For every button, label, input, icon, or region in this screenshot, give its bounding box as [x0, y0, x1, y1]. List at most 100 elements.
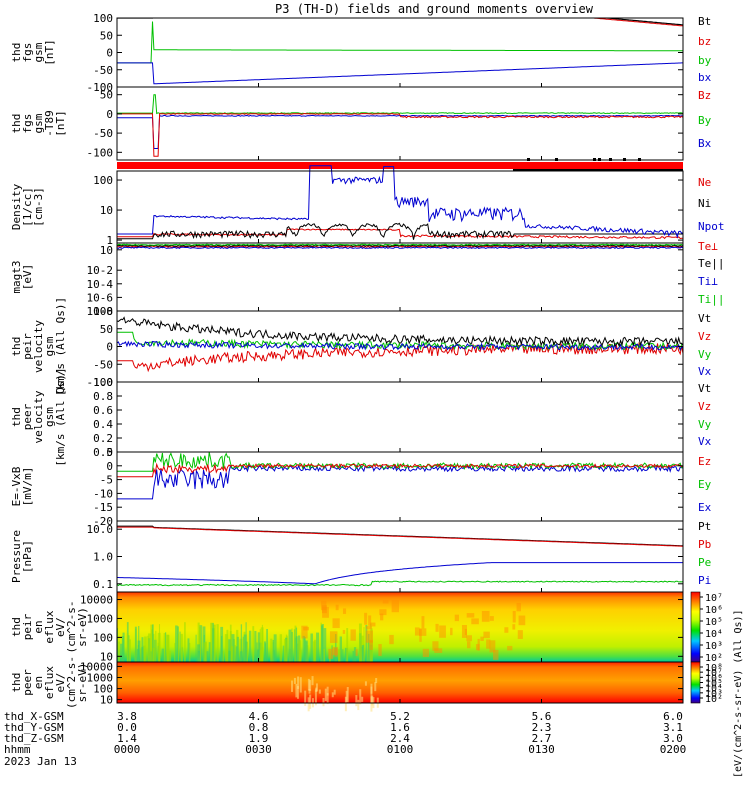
- ytick-label: -5: [100, 474, 113, 487]
- ylabel-line: sr-eV): [76, 663, 89, 703]
- legend-e_field-2: Ex: [698, 501, 712, 514]
- legend-peir_velocity-0: Vt: [698, 312, 711, 325]
- ytick-label: 1.0: [93, 551, 113, 564]
- ytick-label: 100: [93, 631, 113, 644]
- ylabel-line: [nT]: [43, 39, 56, 66]
- ytick-label: 100: [93, 174, 113, 187]
- panel-frames: -100-50050100-100-500501101001010-210-41…: [80, 12, 684, 707]
- ytick-label: 0.2: [93, 432, 113, 445]
- legend-fgs_gsm-1: bz: [698, 35, 711, 48]
- ytick-label: -50: [93, 64, 113, 77]
- ylabel-line: [nT]: [54, 110, 67, 137]
- panel-frame-fgs_gsm_t89: [116, 86, 684, 161]
- ylabel-line: [1/cc]: [21, 187, 34, 227]
- series-ne: [117, 228, 683, 240]
- ytick-label: 1: [106, 234, 113, 247]
- xaxis-tick-hhmm: 0030: [245, 743, 272, 756]
- legend-density-2: Npot: [698, 220, 725, 233]
- colorbar-tick-peer: 10⁶: [705, 673, 723, 684]
- ylabel-line: Pressure: [10, 530, 23, 583]
- series-npot: [117, 165, 683, 239]
- ytick-label: 100: [93, 683, 113, 696]
- ytick-label: 0: [106, 108, 113, 121]
- ylabel-line: thd: [10, 43, 23, 63]
- xaxis-tick-x: 4.6: [249, 710, 269, 723]
- legend-e_field-1: Ey: [698, 478, 712, 491]
- legend-peir_velocity-3: Vx: [698, 365, 712, 378]
- xaxis-tick-y: 2.3: [532, 721, 552, 734]
- colorbar-tick-peer: 10⁷: [705, 668, 723, 679]
- legend-density-0: Ne: [698, 176, 711, 189]
- ytick-label: 50: [100, 89, 113, 102]
- ytick-label: 50: [100, 323, 113, 336]
- xaxis-tick-hhmm: 0100: [387, 743, 414, 756]
- ylabel-line: gsm: [32, 113, 45, 133]
- series-ey: [117, 451, 683, 472]
- series-ni: [117, 222, 683, 240]
- panel-frame-pressure: [116, 520, 684, 593]
- colorbar-tick-peer: 10⁴: [705, 684, 723, 695]
- colorbar-tick-peer: 10⁵: [705, 679, 723, 690]
- legend-peer_velocity-0: Vt: [698, 382, 711, 395]
- y-labels: thdfgsgsm[nT]thdfgsgsm-T89[nT]Density[1/…: [10, 39, 89, 709]
- ylabel-line: gsm: [32, 42, 45, 62]
- spectrogram-texture: [117, 600, 526, 712]
- ytick-label: 100: [93, 12, 113, 25]
- ylabel-line: [km/s (All Qs)]: [54, 297, 67, 396]
- legend-pressure-2: Pe: [698, 556, 711, 569]
- ylabel-line: [cm-3]: [32, 187, 45, 227]
- series-vt: [117, 316, 683, 347]
- ytick-label: -50: [93, 127, 113, 140]
- ytick-label: 10000: [80, 660, 113, 673]
- legend-fgs_gsm-0: Bt: [698, 15, 711, 28]
- ylabel-line: Density: [10, 183, 23, 230]
- series-pb: [117, 526, 683, 547]
- xaxis-tick-y: 1.6: [390, 721, 410, 734]
- ylabel-line: thd: [10, 407, 23, 427]
- colorbar-label: [eV/(cm^2-s-sr-eV) (All Qs)]: [733, 609, 744, 778]
- ylabel-line: peir: [21, 613, 34, 640]
- colorbar-tick-peer: 10²: [705, 694, 723, 705]
- xaxis-tick-y: 0.0: [117, 721, 137, 734]
- series-pe: [117, 580, 683, 587]
- ytick-label: 0.8: [93, 390, 113, 403]
- xaxis-tick-z: 1.4: [117, 732, 137, 745]
- ytick-label: 10: [100, 650, 113, 663]
- legend-pressure-1: Pb: [698, 538, 711, 551]
- ytick-label: 10000: [80, 594, 113, 607]
- series-vz: [117, 341, 683, 373]
- figure-title: P3 (TH-D) fields and ground moments over…: [275, 2, 594, 16]
- ytick-label: 10: [100, 244, 113, 257]
- ytick-label: 10.0: [87, 523, 114, 536]
- legend-fgs_gsm_t89-1: By: [698, 114, 712, 127]
- ylabel-line: peer: [21, 669, 34, 696]
- ytick-label: 10-8: [87, 305, 114, 318]
- ytick-label: 5: [106, 446, 113, 459]
- ylabel-line: -T89: [43, 110, 56, 137]
- colorbar-tick-peer: 10³: [705, 689, 723, 700]
- legend-density-1: Ni: [698, 197, 711, 210]
- series-Bx-res: [117, 114, 683, 149]
- series-vx: [117, 340, 683, 352]
- panel-frame-peer_velocity: [116, 381, 684, 453]
- legend-fgs_gsm_t89-0: Bz: [698, 89, 711, 102]
- legend-peer_velocity-3: Vx: [698, 435, 712, 448]
- legend-peir_velocity-1: Vz: [698, 330, 711, 343]
- data-series: [117, 18, 683, 587]
- xaxis-tick-y: 0.8: [249, 721, 269, 734]
- ytick-label: -100: [87, 146, 114, 159]
- ytick-label: -100: [87, 376, 114, 389]
- series-bx: [117, 62, 683, 85]
- ylabel-line: en: [32, 676, 45, 689]
- xaxis-tick-x: 5.2: [390, 710, 410, 723]
- xaxis-tick-x: 3.8: [117, 710, 137, 723]
- legend-e_field-0: Ez: [698, 455, 711, 468]
- ylabel-line: (cm^2-s-: [65, 656, 78, 709]
- ylabel-line: fgs: [21, 43, 34, 63]
- xaxis-row-label: thd_Z-GSM: [4, 732, 64, 745]
- ytick-label: 100: [93, 305, 113, 318]
- ylabel-line: velocity: [32, 320, 45, 373]
- ylabel-line: [km/s (All Qs)]: [54, 367, 67, 466]
- xaxis-tick-y: 3.1: [663, 721, 683, 734]
